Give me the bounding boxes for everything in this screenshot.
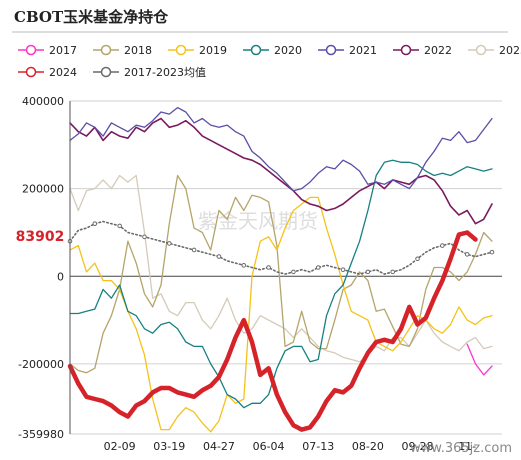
x-tick-label: 02-09 — [104, 440, 136, 453]
series-layer — [67, 106, 495, 433]
series-line-2019 — [69, 196, 493, 433]
series-point — [266, 265, 271, 270]
series-line-2023 — [69, 174, 493, 363]
y-axis-labels: 400000 200000 0 -200000 -359980 — [18, 95, 64, 441]
legend-label: 2019 — [199, 44, 227, 57]
y-tick-label: -359980 — [18, 428, 64, 441]
x-axis-labels: 02-09 03-19 04-27 06-04 07-13 08-20 09-28 11- — [104, 440, 477, 453]
x-tick-label: 11- — [458, 440, 476, 453]
legend-label: 2017 — [49, 44, 77, 57]
series-point — [464, 252, 470, 257]
legend-item-2017-2023均值: 2017-2023均值 — [93, 66, 206, 79]
series-point — [216, 254, 222, 259]
series-point — [92, 221, 98, 226]
series-point — [117, 223, 122, 229]
legend-item-2024: 2024 — [18, 66, 77, 79]
legend-label: 2024 — [49, 66, 77, 79]
legend-label: 2017-2023均值 — [124, 66, 206, 79]
x-tick-label: 03-19 — [153, 440, 185, 453]
series-point — [415, 256, 420, 262]
series-point — [365, 269, 371, 275]
x-tick-label: 04-27 — [203, 440, 235, 453]
series-line-2021 — [69, 106, 493, 192]
series-point — [291, 269, 296, 275]
legend-swatch-marker — [175, 44, 187, 56]
x-tick-label: 07-13 — [302, 440, 334, 453]
series-line-2024 — [67, 230, 478, 432]
legend-swatch-marker — [475, 44, 487, 56]
legend-item-2022: 2022 — [393, 44, 452, 57]
legend-label: 2018 — [124, 44, 152, 57]
x-tick-label: 06-04 — [253, 440, 285, 453]
legend-item-2020: 2020 — [243, 44, 302, 57]
y-tick-label: 0 — [57, 270, 64, 283]
y-tick-label: -200000 — [18, 358, 64, 371]
legend-label: 2022 — [424, 44, 452, 57]
series-point — [241, 263, 247, 268]
legend: 2017 2018 2019 2020 2021 2022 2023 2024 2017-202… — [18, 44, 521, 79]
series-line-2017 — [466, 343, 493, 376]
series-line-2018 — [69, 174, 493, 374]
legend-item-2021: 2021 — [318, 44, 377, 57]
x-tick-label: 08-20 — [352, 440, 384, 453]
legend-item-2023: 2023 — [468, 44, 521, 57]
series-line-2020 — [69, 159, 493, 409]
series-point — [390, 269, 396, 275]
series-point — [440, 243, 445, 248]
series-point — [191, 247, 197, 253]
legend-swatch-marker — [250, 44, 262, 56]
x-tick-label: 09-28 — [402, 440, 434, 453]
current-value-label: 83902 — [16, 229, 65, 245]
series-point — [166, 241, 172, 246]
series-point — [142, 234, 147, 240]
footer-watermark: www.365jz.com — [410, 441, 512, 456]
legend-label: 2023 — [499, 44, 521, 57]
y-tick-label: 400000 — [22, 95, 64, 108]
chart-title: CBOT玉米基金净持仓 — [14, 8, 169, 26]
legend-item-2019: 2019 — [168, 44, 227, 57]
legend-label: 2021 — [349, 44, 377, 57]
series-line-2017-2023均值 — [69, 220, 493, 275]
series-point — [315, 265, 321, 270]
legend-label: 2020 — [274, 44, 302, 57]
series-point — [489, 249, 495, 255]
legend-swatch-marker — [25, 66, 37, 78]
legend-swatch-marker — [25, 44, 37, 56]
y-tick-label: 200000 — [22, 183, 64, 196]
legend-item-2017: 2017 — [18, 44, 77, 57]
legend-item-2018: 2018 — [93, 44, 152, 57]
gridlines — [70, 100, 502, 435]
series-point — [340, 267, 346, 272]
legend-swatch-marker — [100, 66, 112, 78]
legend-swatch-marker — [325, 44, 337, 56]
watermark: 紫金天风期货 — [198, 209, 318, 233]
legend-swatch-marker — [100, 44, 112, 56]
series-line-2022 — [69, 117, 493, 225]
legend-swatch-marker — [400, 44, 412, 56]
